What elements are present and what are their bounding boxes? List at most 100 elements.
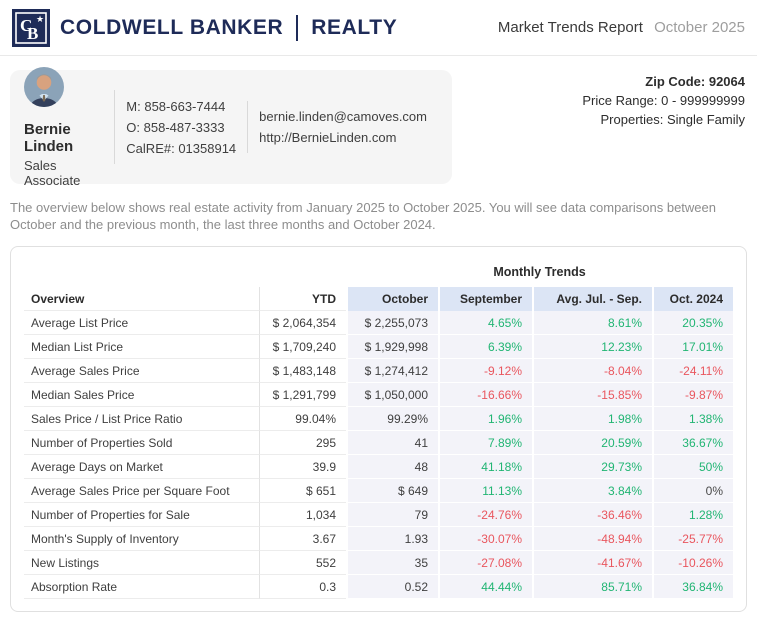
avg-jul-sep-change-cell: 20.59% <box>532 431 652 455</box>
avg-jul-sep-change-cell: 3.84% <box>532 479 652 503</box>
table-body: Average List Price $ 2,064,354 $ 2,255,0… <box>24 311 733 599</box>
coldwell-banker-logo: C B ★ COLDWELL BANKER REALTY <box>12 8 397 47</box>
october-value-cell: 0.52 <box>346 575 438 599</box>
oct-2024-change-cell: 36.67% <box>652 431 733 455</box>
avg-jul-sep-change-cell: 29.73% <box>532 455 652 479</box>
table-row: Sales Price / List Price Ratio 99.04% 99… <box>24 407 733 431</box>
column-header-oct-2024: Oct. 2024 <box>652 287 733 311</box>
table-row: Average Sales Price per Square Foot $ 65… <box>24 479 733 503</box>
table-group-header-row: Monthly Trends <box>24 257 733 287</box>
monogram-letter-c: C <box>20 16 32 35</box>
agent-card: Bernie Linden Sales Associate M: 858-663… <box>10 66 452 188</box>
metric-cell: Number of Properties Sold <box>24 431 260 455</box>
table-row: Average List Price $ 2,064,354 $ 2,255,0… <box>24 311 733 335</box>
oct-2024-change-cell: 36.84% <box>652 575 733 599</box>
october-value-cell: $ 2,255,073 <box>346 311 438 335</box>
october-value-cell: $ 649 <box>346 479 438 503</box>
oct-2024-change-cell: 50% <box>652 455 733 479</box>
ytd-value-cell: $ 2,064,354 <box>260 311 346 335</box>
october-value-cell: 41 <box>346 431 438 455</box>
agent-contact-block: M: 858-663-7444 O: 858-487-3333 CalRE#: … <box>115 96 247 159</box>
table-row: New Listings 552 35 -27.08% -41.67% -10.… <box>24 551 733 575</box>
ytd-value-cell: $ 1,291,799 <box>260 383 346 407</box>
metric-cell: Average Days on Market <box>24 455 260 479</box>
avg-jul-sep-change-cell: -41.67% <box>532 551 652 575</box>
star-icon: ★ <box>36 14 44 24</box>
table-row: Number of Properties Sold 295 41 7.89% 2… <box>24 431 733 455</box>
monogram-letter-b: B <box>27 24 38 43</box>
table-row: Average Days on Market 39.9 48 41.18% 29… <box>24 455 733 479</box>
table-row: Average Sales Price $ 1,483,148 $ 1,274,… <box>24 359 733 383</box>
brand-name: COLDWELL BANKER <box>60 15 284 39</box>
agent-mobile-phone: M: 858-663-7444 <box>126 98 226 114</box>
avg-jul-sep-change-cell: -48.94% <box>532 527 652 551</box>
cb-monogram-icon: C B ★ <box>12 8 50 47</box>
october-value-cell: $ 1,929,998 <box>346 335 438 359</box>
filter-zip-code: Zip Code: 92064 <box>645 74 745 89</box>
oct-2024-change-cell: 1.28% <box>652 503 733 527</box>
ytd-value-cell: 1,034 <box>260 503 346 527</box>
agent-email-link[interactable]: bernie.linden@camoves.com <box>259 109 427 124</box>
ytd-value-cell: 295 <box>260 431 346 455</box>
oct-2024-change-cell: -9.87% <box>652 383 733 407</box>
metric-cell: New Listings <box>24 551 260 575</box>
oct-2024-change-cell: -10.26% <box>652 551 733 575</box>
ytd-value-cell: $ 1,709,240 <box>260 335 346 359</box>
table-row: Median Sales Price $ 1,291,799 $ 1,050,0… <box>24 383 733 407</box>
september-change-cell: 11.13% <box>438 479 532 503</box>
october-value-cell: 48 <box>346 455 438 479</box>
top-header: C B ★ COLDWELL BANKER REALTY Market Tren… <box>0 0 757 56</box>
metric-cell: Median List Price <box>24 335 260 359</box>
ytd-value-cell: $ 1,483,148 <box>260 359 346 383</box>
oct-2024-change-cell: 1.38% <box>652 407 733 431</box>
avg-jul-sep-change-cell: -8.04% <box>532 359 652 383</box>
september-change-cell: 4.65% <box>438 311 532 335</box>
ytd-value-cell: $ 651 <box>260 479 346 503</box>
metric-cell: Average Sales Price per Square Foot <box>24 479 260 503</box>
oct-2024-change-cell: -24.11% <box>652 359 733 383</box>
october-value-cell: 99.29% <box>346 407 438 431</box>
column-header-october: October <box>346 287 438 311</box>
filter-price-range: Price Range: 0 - 999999999 <box>582 93 745 108</box>
september-change-cell: 7.89% <box>438 431 532 455</box>
september-change-cell: 41.18% <box>438 455 532 479</box>
metric-cell: Median Sales Price <box>24 383 260 407</box>
avg-jul-sep-change-cell: 12.23% <box>532 335 652 359</box>
filter-property-type: Properties: Single Family <box>600 112 746 127</box>
column-header-overview: Overview <box>24 287 260 311</box>
agent-website-link[interactable]: http://BernieLinden.com <box>259 130 397 145</box>
october-value-cell: 1.93 <box>346 527 438 551</box>
metric-cell: Average List Price <box>24 311 260 335</box>
report-period: October 2025 <box>654 19 745 36</box>
ytd-value-cell: 39.9 <box>260 455 346 479</box>
trends-table: Monthly Trends Overview YTD October Sept… <box>10 246 747 612</box>
agent-office-phone: O: 858-487-3333 <box>126 119 225 135</box>
monthly-trends-label: Monthly Trends <box>493 265 586 279</box>
october-value-cell: $ 1,274,412 <box>346 359 438 383</box>
column-header-avg-jul-sep: Avg. Jul. - Sep. <box>532 287 652 311</box>
oct-2024-change-cell: 17.01% <box>652 335 733 359</box>
metric-cell: Number of Properties for Sale <box>24 503 260 527</box>
agent-name: Bernie Linden <box>24 120 74 155</box>
agent-avatar <box>24 66 64 111</box>
table-row: Month's Supply of Inventory 3.67 1.93 -3… <box>24 527 733 551</box>
ytd-value-cell: 0.3 <box>260 575 346 599</box>
column-header-september: September <box>438 287 532 311</box>
avg-jul-sep-change-cell: -36.46% <box>532 503 652 527</box>
october-value-cell: 35 <box>346 551 438 575</box>
september-change-cell: 6.39% <box>438 335 532 359</box>
agent-license: CalRE#: 01358914 <box>126 140 237 156</box>
report-header: Market Trends Report October 2025 <box>498 19 745 36</box>
table-row: Absorption Rate 0.3 0.52 44.44% 85.71% 3… <box>24 575 733 599</box>
metric-cell: Month's Supply of Inventory <box>24 527 260 551</box>
metric-cell: Absorption Rate <box>24 575 260 599</box>
agent-identity: Bernie Linden Sales Associate <box>24 66 114 188</box>
brand-divider <box>296 14 299 41</box>
agent-links-block: bernie.linden@camoves.com http://BernieL… <box>248 106 438 148</box>
column-header-ytd: YTD <box>260 287 346 311</box>
oct-2024-change-cell: 20.35% <box>652 311 733 335</box>
ytd-value-cell: 99.04% <box>260 407 346 431</box>
september-change-cell: -16.66% <box>438 383 532 407</box>
table-row: Median List Price $ 1,709,240 $ 1,929,99… <box>24 335 733 359</box>
avg-jul-sep-change-cell: 1.98% <box>532 407 652 431</box>
